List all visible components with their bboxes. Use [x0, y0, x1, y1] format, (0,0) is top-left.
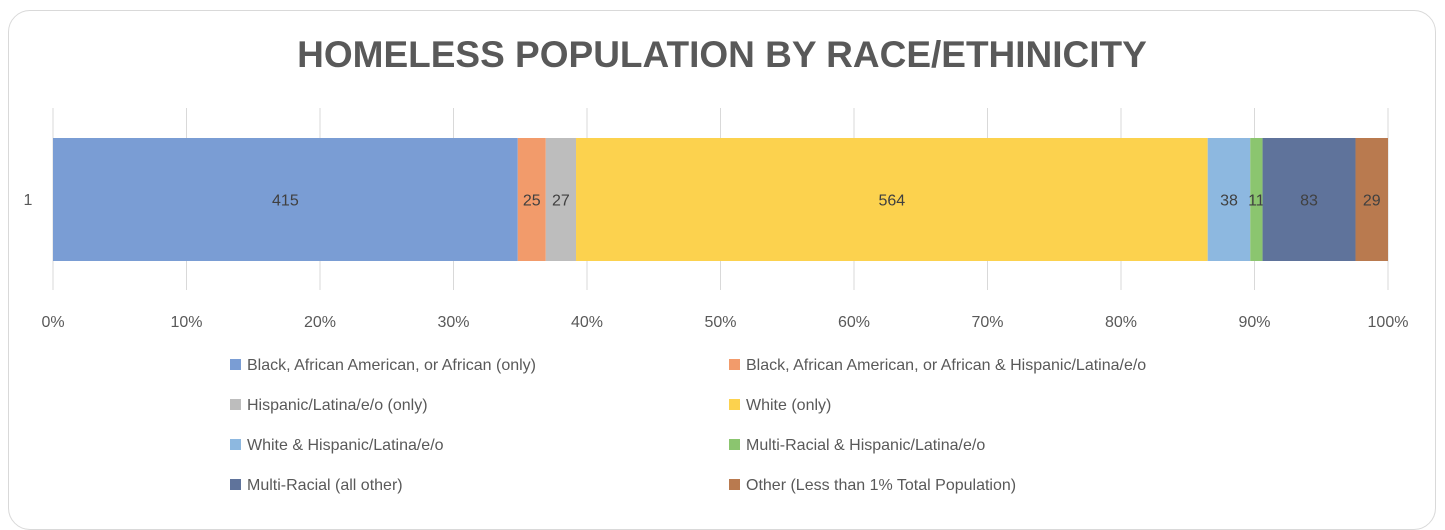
legend-label: White (only) [746, 397, 831, 414]
legend-label: Black, African American, or African & Hi… [746, 357, 1146, 374]
x-tick-label: 50% [704, 314, 736, 331]
legend-label: Hispanic/Latina/e/o (only) [247, 397, 428, 414]
x-tick-label: 60% [838, 314, 870, 331]
legend-swatch [230, 359, 241, 370]
bar-segment [1262, 138, 1356, 261]
x-tick-label: 70% [971, 314, 1003, 331]
x-tick-label: 90% [1238, 314, 1270, 331]
legend-swatch [729, 479, 740, 490]
chart-title: HOMELESS POPULATION BY RACE/ETHINICITY [297, 34, 1147, 75]
x-axis-ticks: 0% 10% 20% 30% 40% 50% 60% 70% 80% 90% 100% [41, 314, 1408, 331]
data-label: 27 [552, 193, 570, 210]
bar-segment [1355, 138, 1388, 261]
bar-segment [1207, 138, 1251, 261]
legend-label: White & Hispanic/Latina/e/o [247, 437, 444, 454]
stacked-bar-chart: HOMELESS POPULATION BY RACE/ETHINICITY 4… [24, 34, 1409, 494]
data-label: 415 [272, 193, 299, 210]
legend-label: Black, African American, or African (onl… [247, 357, 536, 374]
bar-segment [1250, 138, 1263, 261]
x-tick-label: 10% [170, 314, 202, 331]
x-tick-label: 0% [41, 314, 64, 331]
x-tick-label: 100% [1368, 314, 1409, 331]
bar-segment [576, 138, 1208, 261]
x-tick-label: 40% [571, 314, 603, 331]
legend-swatch [230, 479, 241, 490]
data-label: 29 [1363, 193, 1381, 210]
legend-label: Multi-Racial (all other) [247, 477, 403, 494]
x-tick-label: 30% [437, 314, 469, 331]
bar-segment [545, 138, 577, 261]
legend-swatch [729, 359, 740, 370]
chart-card [8, 10, 1436, 530]
data-label: 25 [523, 193, 541, 210]
legend-swatch [230, 399, 241, 410]
category-label: 1 [24, 192, 33, 209]
legend: Black, African American, or African (onl… [230, 357, 1146, 494]
bar-segment [53, 138, 518, 261]
legend-label: Multi-Racial & Hispanic/Latina/e/o [746, 437, 985, 454]
legend-swatch [230, 439, 241, 450]
data-label: 38 [1220, 193, 1238, 210]
legend-label: Other (Less than 1% Total Population) [746, 477, 1016, 494]
data-label: 11 [1248, 193, 1265, 210]
legend-swatch [729, 439, 740, 450]
data-label: 83 [1300, 193, 1318, 210]
bars: 415 25 27 564 38 11 83 29 [53, 138, 1388, 261]
x-tick-label: 80% [1105, 314, 1137, 331]
data-label: 564 [879, 193, 906, 210]
x-tick-label: 20% [304, 314, 336, 331]
legend-swatch [729, 399, 740, 410]
bar-segment [517, 138, 546, 261]
